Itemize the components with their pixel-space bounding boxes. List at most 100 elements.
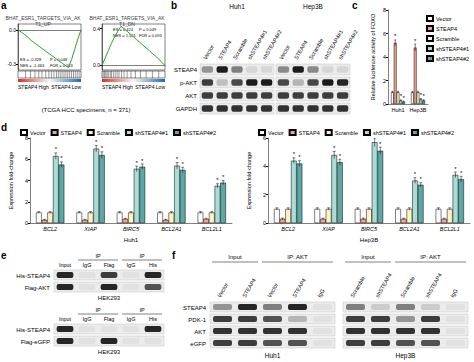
svg-text:Input: Input xyxy=(228,254,242,260)
svg-text:STEAP4 Low: STEAP4 Low xyxy=(135,84,165,90)
svg-text:IgG: IgG xyxy=(127,316,136,322)
svg-text:Input: Input xyxy=(361,254,375,260)
svg-text:Huh1: Huh1 xyxy=(229,3,245,10)
svg-text:FDR = 0.093: FDR = 0.093 xyxy=(139,33,163,38)
svg-text:IgG: IgG xyxy=(316,288,326,299)
svg-text:His: His xyxy=(149,262,157,268)
svg-text:IP: IP xyxy=(139,307,145,313)
svg-text:2: 2 xyxy=(383,78,386,84)
svg-text:Scramble: Scramble xyxy=(436,36,459,42)
svg-text:Vector: Vector xyxy=(202,44,215,61)
svg-text:Huh1: Huh1 xyxy=(265,352,281,359)
svg-text:4: 4 xyxy=(263,163,266,169)
svg-text:f: f xyxy=(172,250,176,261)
svg-text:shSTEAP4#1: shSTEAP4#1 xyxy=(373,130,406,136)
svg-text:shSTEAP4#2: shSTEAP4#2 xyxy=(183,130,216,136)
svg-text:Hep3B: Hep3B xyxy=(396,352,416,360)
svg-text:2: 2 xyxy=(25,199,28,205)
svg-text:0: 0 xyxy=(25,220,28,226)
svg-text:STEAP4: STEAP4 xyxy=(291,277,307,298)
svg-text:Scramble: Scramble xyxy=(308,37,325,60)
svg-text:*: * xyxy=(394,33,397,39)
svg-text:His-STEAP4: His-STEAP4 xyxy=(16,273,50,279)
svg-text:Vector: Vector xyxy=(266,282,279,299)
svg-text:AKT: AKT xyxy=(194,329,206,335)
svg-text:Vector: Vector xyxy=(30,130,46,136)
svg-text:IP: AKT: IP: AKT xyxy=(420,254,441,260)
svg-text:Scramble: Scramble xyxy=(335,130,358,136)
svg-text:Vector: Vector xyxy=(278,44,291,61)
svg-text:NES = -1.463: NES = -1.463 xyxy=(20,63,45,68)
svg-text:*: * xyxy=(298,154,301,160)
svg-text:shSTEAP4#1: shSTEAP4#1 xyxy=(322,29,344,61)
svg-text:*: * xyxy=(414,171,417,177)
svg-text:T1_DN: T1_DN xyxy=(119,21,135,27)
svg-text:Flag-eGFP: Flag-eGFP xyxy=(21,339,50,345)
svg-text:2: 2 xyxy=(263,192,266,198)
svg-text:STEAP4: STEAP4 xyxy=(241,277,257,298)
svg-text:Flag-AKT: Flag-AKT xyxy=(25,285,51,291)
svg-text:His: His xyxy=(149,316,157,322)
svg-text:*: * xyxy=(60,155,63,161)
svg-text:BIRC5: BIRC5 xyxy=(123,226,140,232)
svg-text:Input: Input xyxy=(59,262,72,268)
svg-text:STEAP4: STEAP4 xyxy=(183,305,207,311)
svg-text:XIAP: XIAP xyxy=(321,226,335,232)
svg-text:shSTEAP4: shSTEAP4 xyxy=(424,272,443,298)
svg-text:c: c xyxy=(352,0,358,11)
svg-text:BCL2L1: BCL2L1 xyxy=(440,226,460,232)
svg-text:BCL2A1: BCL2A1 xyxy=(161,226,182,232)
svg-text:(TCGA HCC specimens, n = 371): (TCGA HCC specimens, n = 371) xyxy=(42,107,131,113)
svg-text:shSTEAP4#2: shSTEAP4#2 xyxy=(436,56,469,62)
svg-text:shSTEAP4#2: shSTEAP4#2 xyxy=(261,29,283,61)
svg-text:IP: IP xyxy=(95,253,101,259)
svg-text:Relative luciferase activity o: Relative luciferase activity of FOXO xyxy=(370,13,376,100)
svg-text:STEAP4 High: STEAP4 High xyxy=(18,84,49,90)
svg-text:shSTEAP4#1: shSTEAP4#1 xyxy=(135,130,168,136)
svg-text:Scramble: Scramble xyxy=(97,130,120,136)
svg-text:eGFP: eGFP xyxy=(190,341,206,347)
svg-text:*: * xyxy=(95,139,98,145)
svg-text:a: a xyxy=(1,0,7,11)
svg-text:Expression fold-change: Expression fold-change xyxy=(246,152,252,209)
svg-text:STEAP4: STEAP4 xyxy=(217,39,233,60)
svg-text:Expression fold-change: Expression fold-change xyxy=(8,152,14,209)
svg-text:IgG: IgG xyxy=(449,288,459,299)
svg-text:Hep3B: Hep3B xyxy=(410,107,427,113)
svg-text:*: * xyxy=(182,161,185,167)
svg-text:Vector: Vector xyxy=(268,130,284,136)
svg-text:IgG: IgG xyxy=(83,316,92,322)
svg-text:STEAP4: STEAP4 xyxy=(436,26,457,32)
svg-text:4: 4 xyxy=(25,178,28,184)
svg-text:BCL2A1: BCL2A1 xyxy=(399,226,420,232)
svg-text:XIAP: XIAP xyxy=(83,226,97,232)
svg-text:HEK293: HEK293 xyxy=(98,295,121,301)
svg-text:*: * xyxy=(379,141,382,147)
svg-text:p-AKT: p-AKT xyxy=(180,80,197,86)
svg-text:STEAP4: STEAP4 xyxy=(174,67,198,73)
svg-text:Scramble: Scramble xyxy=(399,275,416,298)
svg-text:shSTEAP4#2: shSTEAP4#2 xyxy=(421,130,454,136)
svg-text:STEAP4: STEAP4 xyxy=(293,39,309,60)
svg-text:PDK-1: PDK-1 xyxy=(188,317,206,323)
svg-text:IgG: IgG xyxy=(127,262,136,268)
svg-text:0: 0 xyxy=(263,220,266,226)
svg-text:Vector: Vector xyxy=(216,282,229,299)
svg-text:*: * xyxy=(141,158,144,164)
svg-text:6: 6 xyxy=(383,31,386,37)
svg-text:*: * xyxy=(222,174,225,180)
svg-text:*: * xyxy=(414,38,417,44)
svg-text:Flag: Flag xyxy=(104,316,115,322)
svg-text:*: * xyxy=(460,170,463,176)
svg-text:STEAP4 High: STEAP4 High xyxy=(102,84,133,90)
svg-text:6: 6 xyxy=(25,156,28,162)
svg-text:*: * xyxy=(333,145,336,151)
svg-text:Scramble: Scramble xyxy=(349,275,366,298)
svg-text:IP: IP xyxy=(139,253,145,259)
svg-text:BCL2L1: BCL2L1 xyxy=(202,226,222,232)
svg-text:GAPDH: GAPDH xyxy=(176,106,197,112)
svg-text:0.0: 0.0 xyxy=(93,62,100,68)
svg-text:ES = 0.424: ES = 0.424 xyxy=(113,27,134,32)
svg-text:*: * xyxy=(422,93,425,99)
svg-text:BIRC5: BIRC5 xyxy=(361,226,378,232)
